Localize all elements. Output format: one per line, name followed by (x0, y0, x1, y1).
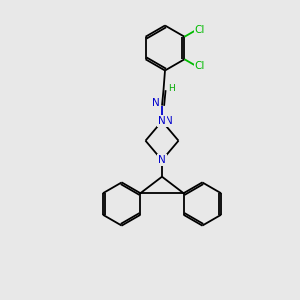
Text: N: N (152, 98, 159, 108)
Text: N: N (158, 116, 166, 126)
Text: N: N (165, 116, 172, 126)
Text: Cl: Cl (195, 25, 205, 35)
Text: N: N (158, 155, 166, 165)
Text: H: H (169, 84, 175, 93)
Text: Cl: Cl (195, 61, 205, 71)
